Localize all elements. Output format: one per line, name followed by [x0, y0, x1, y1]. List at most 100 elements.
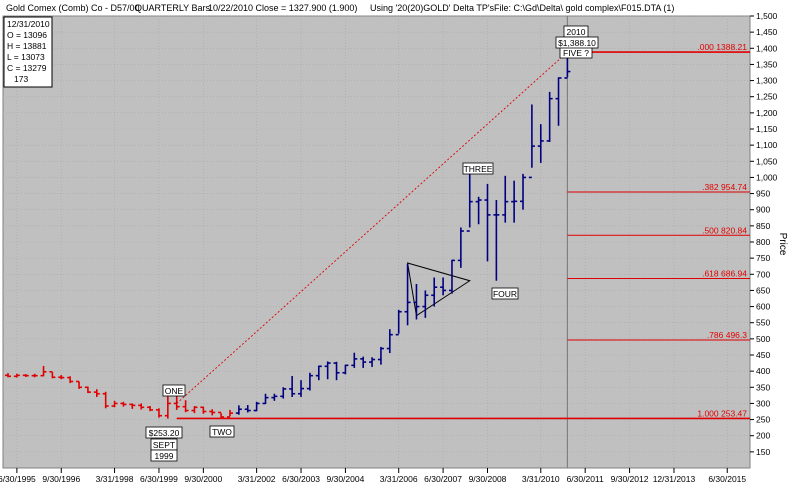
x-tick-label: 6/30/1999	[140, 474, 178, 484]
y-tick-label: 750	[756, 253, 770, 263]
ohlc-bar	[431, 277, 438, 307]
ohlc-bar	[209, 409, 216, 416]
plot-area	[2, 15, 751, 469]
fib-level-label: 1.000 253.47	[697, 408, 747, 418]
ohlc-bar	[298, 380, 305, 397]
x-tick-label: 6/30/2015	[708, 474, 746, 484]
ohlc-bar	[235, 405, 242, 415]
info-open: O = 13096	[7, 30, 47, 40]
ohlc-bar	[262, 393, 269, 405]
ohlc-bar	[475, 196, 482, 225]
y-tick-label: 550	[756, 318, 770, 328]
svg-text:1999: 1999	[155, 451, 174, 461]
x-tick-label: 6/30/2003	[282, 474, 320, 484]
ohlc-bar	[84, 386, 91, 394]
ohlc-bar	[289, 375, 296, 397]
y-tick-label: 1,150	[756, 124, 778, 134]
ohlc-bar	[448, 259, 455, 294]
ohlc-bar	[13, 373, 20, 378]
ohlc-bar	[200, 406, 207, 414]
ohlc-bar	[93, 389, 100, 397]
y-tick-label: 1,450	[756, 27, 778, 37]
svg-text:$1,388.10: $1,388.10	[558, 38, 596, 48]
ohlc-bar	[351, 352, 358, 368]
header-file: File: C:\Gd\Delta\ gold complex\F015.DTA…	[494, 3, 674, 13]
label-five: FIVE ?	[559, 46, 593, 59]
ohlc-bar	[5, 373, 11, 378]
x-tick-label: 3/31/2006	[380, 474, 418, 484]
x-tick-label: 6/30/2007	[424, 474, 462, 484]
svg-text:ONE: ONE	[165, 386, 184, 396]
ohlc-bar	[253, 401, 260, 412]
svg-text:SEPT: SEPT	[153, 440, 175, 450]
x-tick-label: 9/30/2012	[611, 474, 649, 484]
ohlc-bar	[528, 104, 535, 179]
header-instrument: Gold Comex (Comb) Co - D57/00	[6, 3, 140, 13]
ohlc-bar	[111, 400, 118, 408]
ohlc-bar	[226, 409, 233, 418]
triangle-pattern	[406, 262, 471, 317]
x-tick-label: 9/30/2008	[469, 474, 507, 484]
y-tick-label: 300	[756, 398, 770, 408]
label-low-month: SEPT	[150, 438, 178, 451]
x-tick-label: 3/31/2002	[238, 474, 276, 484]
ohlc-bar	[31, 373, 38, 378]
ohlc-bar	[271, 393, 278, 401]
ohlc-bar	[76, 380, 83, 389]
ohlc-bar	[173, 393, 180, 410]
y-tick-label: 1,350	[756, 59, 778, 69]
ohlc-bar	[440, 277, 447, 296]
y-tick-label: 950	[756, 189, 770, 199]
ohlc-bar	[422, 290, 429, 318]
svg-text:FOUR: FOUR	[493, 289, 517, 299]
x-tick-label: 12/31/2013	[653, 474, 696, 484]
ohlc-bar	[138, 403, 145, 410]
fib-level-label: .500 820.84	[702, 225, 747, 235]
ohlc-bar	[457, 227, 464, 268]
y-tick-label: 250	[756, 415, 770, 425]
y-tick-label: 900	[756, 205, 770, 215]
ohlc-bar	[386, 329, 393, 354]
ohlc-bar	[67, 376, 74, 384]
ohlc-bar	[395, 309, 402, 336]
label-three: THREE	[462, 162, 494, 175]
svg-text:THREE: THREE	[464, 164, 493, 174]
ohlc-bar	[315, 365, 322, 381]
y-tick-label: 1,400	[756, 43, 778, 53]
price-bars	[5, 52, 571, 419]
ohlc-info-box: 12/31/2010 O = 13096 H = 13881 L = 13073…	[3, 16, 53, 88]
ohlc-bar	[22, 374, 29, 377]
ohlc-bar	[102, 391, 109, 409]
y-axis: 150 200 250 300 350 400 450 500 550 600 650 700 750 8…	[750, 11, 778, 457]
label-one: ONE	[162, 384, 186, 397]
y-tick-label: 1,250	[756, 92, 778, 102]
x-tick-label: 3/31/1998	[96, 474, 134, 484]
trend-lines	[176, 51, 568, 404]
ohlc-bar	[182, 400, 189, 413]
fib-level-label: .786 496.3	[707, 330, 747, 340]
y-tick-label: 450	[756, 350, 770, 360]
y-tick-label: 650	[756, 285, 770, 295]
ohlc-bar	[155, 408, 162, 418]
y-tick-label: 350	[756, 382, 770, 392]
y-tick-label: 1,500	[756, 11, 778, 21]
fib-level-label: .618 686.94	[702, 269, 747, 279]
y-tick-label: 200	[756, 431, 770, 441]
y-tick-label: 1,050	[756, 156, 778, 166]
wave-trend-line	[176, 51, 568, 404]
y-tick-label: 1,100	[756, 140, 778, 150]
info-close: C = 13279	[7, 63, 47, 73]
ohlc-bar	[333, 361, 340, 381]
ohlc-bar	[280, 387, 287, 399]
info-high: H = 13881	[7, 41, 47, 51]
y-tick-label: 400	[756, 366, 770, 376]
ohlc-bar	[324, 361, 331, 380]
x-tick-label: 9/30/2000	[184, 474, 222, 484]
label-low-year: 1999	[150, 449, 178, 462]
fibonacci-levels: .000 1388.21 .382 954.74 .500 820.84 .618 6…	[176, 42, 750, 420]
ohlc-bar	[520, 173, 527, 210]
ohlc-bar	[244, 405, 251, 413]
header-bars: QUARTERLY Bars	[135, 3, 211, 13]
fib-level-label: .000 1388.21	[697, 42, 747, 52]
